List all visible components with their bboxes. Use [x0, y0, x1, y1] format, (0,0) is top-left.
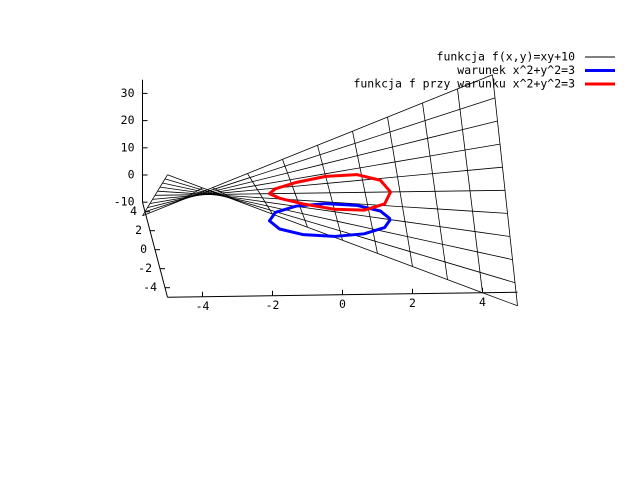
x-tick-label: 0 [339, 297, 346, 311]
surface-column [352, 131, 378, 254]
y-tick-label: 2 [135, 223, 142, 237]
curve [267, 173, 392, 212]
surface-column [142, 174, 168, 217]
z-tick-label: 20 [121, 113, 135, 127]
legend-label: warunek x^2+y^2=3 [457, 63, 575, 77]
curve [267, 202, 392, 238]
surface-column [387, 117, 413, 267]
z-tick-label: 0 [128, 168, 135, 182]
z-tick-label: 10 [121, 140, 135, 154]
surface-column [317, 145, 343, 241]
z-tick-label: -10 [114, 195, 135, 209]
x-tick-label: -2 [266, 298, 280, 312]
surface-column [457, 88, 483, 293]
surface-column [492, 74, 518, 306]
surface-column [212, 187, 238, 202]
x-tick-label: 4 [479, 295, 486, 309]
y-tick-label: 0 [140, 242, 147, 256]
surface-column [247, 173, 273, 215]
x-tick-label: 2 [409, 296, 416, 310]
surface-column [422, 102, 448, 280]
y-tick-label: 4 [130, 204, 137, 218]
y-tick-label: -2 [138, 261, 152, 275]
surface-column [282, 159, 308, 228]
surface-column [177, 187, 203, 203]
legend-label: funkcja f przy warunku x^2+y^2=3 [353, 77, 575, 91]
x-tick-label: -4 [196, 299, 210, 313]
z-tick-label: 30 [121, 86, 135, 100]
legend-label: funkcja f(x,y)=xy+10 [437, 50, 576, 64]
y-tick-label: -4 [143, 280, 157, 294]
